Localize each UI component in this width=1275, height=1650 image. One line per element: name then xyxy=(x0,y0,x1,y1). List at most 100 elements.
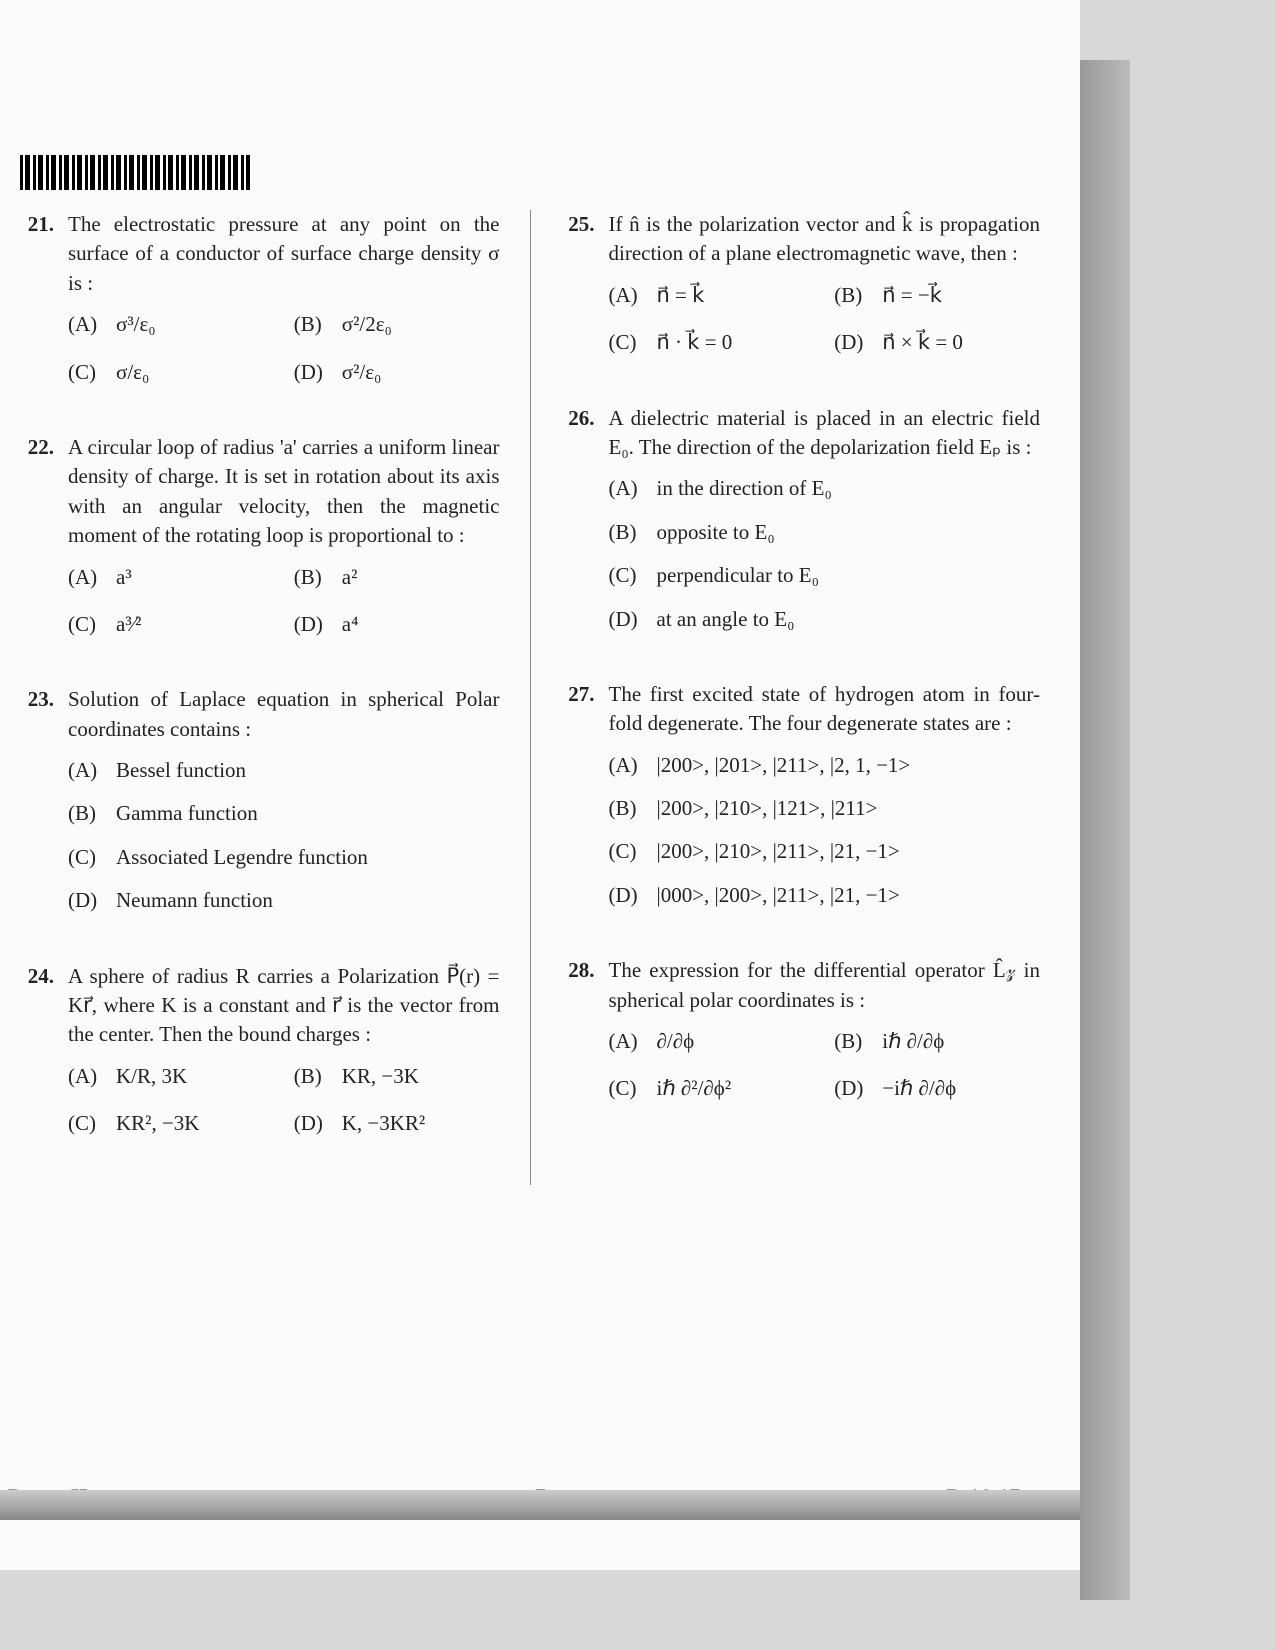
option-text: n⃗ = −k⃗ xyxy=(882,281,942,310)
option-text: σ²/2ε₀ xyxy=(342,310,392,339)
option-label: (C) xyxy=(609,837,643,866)
option-label: (C) xyxy=(68,843,102,872)
option-text: perpendicular to E₀ xyxy=(657,561,819,590)
options-container: (A) σ³/ε₀ (B)σ²/2ε₀ (C)σ/ε₀ (D)σ²/ε₀ xyxy=(68,310,500,387)
option: (D)n⃗ × k⃗ = 0 xyxy=(834,328,1040,357)
question: 27. The first excited state of hydrogen a… xyxy=(561,680,1041,910)
option-label: (C) xyxy=(68,1109,102,1138)
option: (A)∂/∂ϕ xyxy=(609,1027,815,1056)
option-text: σ³/ε₀ xyxy=(116,310,156,339)
option-label: (B) xyxy=(609,518,643,547)
option-label: (C) xyxy=(68,610,102,639)
option: (A) n⃗ = k⃗ xyxy=(609,281,815,310)
option: (C)n⃗ · k⃗ = 0 xyxy=(609,328,815,357)
question-body: A sphere of radius R carries a Polarizat… xyxy=(68,962,500,1139)
question-stem: The first excited state of hydrogen atom… xyxy=(609,680,1041,739)
option: (B) iℏ ∂/∂ϕ xyxy=(834,1027,1040,1056)
option-label: (A) xyxy=(68,310,102,339)
question-body: If n̂ is the polarization vector and k̂ … xyxy=(609,210,1041,358)
option-text: at an angle to E₀ xyxy=(657,605,795,634)
question-number: 27. xyxy=(561,680,595,910)
options-container: (A)∂/∂ϕ(B)iℏ ∂/∂ϕ(C)iℏ ∂²/∂ϕ²(D)−iℏ ∂/∂ϕ xyxy=(609,1027,1041,1104)
option-label: (B) xyxy=(834,1027,868,1056)
question-number: 26. xyxy=(561,404,595,634)
option: (B) KR, −3K xyxy=(294,1062,500,1091)
option-text: ∂/∂ϕ xyxy=(657,1027,695,1056)
option: (C) Associated Legendre function xyxy=(68,843,500,872)
option-text: K/R, 3K xyxy=(116,1062,187,1091)
scan-shadow-right xyxy=(1080,60,1130,1600)
question-stem: The electrostatic pressure at any point … xyxy=(68,210,500,298)
option-text: K, −3KR² xyxy=(342,1109,425,1138)
option-text: Bessel function xyxy=(116,756,246,785)
option: (C)σ/ε₀ xyxy=(68,358,274,387)
option-label: (A) xyxy=(68,1062,102,1091)
option-text: a² xyxy=(342,563,358,592)
option-text: KR, −3K xyxy=(342,1062,419,1091)
column-divider xyxy=(530,210,531,1185)
option-text: n⃗ × k⃗ = 0 xyxy=(882,328,963,357)
question-number: 28. xyxy=(561,956,595,1104)
option-text: Associated Legendre function xyxy=(116,843,368,872)
question: 26. A dielectric material is placed in an… xyxy=(561,404,1041,634)
option-text: Neumann function xyxy=(116,886,273,915)
option-label: (A) xyxy=(68,756,102,785)
options-container: (A) in the direction of E₀ (B) opposite to … xyxy=(609,474,1041,634)
question-number: 24. xyxy=(20,962,54,1139)
option-text: KR², −3K xyxy=(116,1109,199,1138)
option-label: (A) xyxy=(609,751,643,780)
question-stem: The expression for the differential oper… xyxy=(609,956,1041,1015)
option-text: |200>, |210>, |121>, |211> xyxy=(657,794,878,823)
question-number: 21. xyxy=(20,210,54,387)
option: (D)σ²/ε₀ xyxy=(294,358,500,387)
option: (D)−iℏ ∂/∂ϕ xyxy=(834,1074,1040,1103)
option-text: n⃗ = k⃗ xyxy=(657,281,705,310)
scan-shadow-bottom xyxy=(0,1490,1080,1520)
option-label: (A) xyxy=(609,281,643,310)
question-body: The first excited state of hydrogen atom… xyxy=(609,680,1041,910)
option: (C) KR², −3K xyxy=(68,1109,274,1138)
option-label: (B) xyxy=(294,1062,328,1091)
option: (B) n⃗ = −k⃗ xyxy=(834,281,1040,310)
option: (B)σ²/2ε₀ xyxy=(294,310,500,339)
question-body: Solution of Laplace equation in spherica… xyxy=(68,685,500,915)
option-label: (A) xyxy=(68,563,102,592)
option-text: n⃗ · k⃗ = 0 xyxy=(657,328,733,357)
option: (C) |200>, |210>, |211>, |21, −1> xyxy=(609,837,1041,866)
question: 23.Solution of Laplace equation in spher… xyxy=(20,685,500,915)
option: (A) a³ xyxy=(68,563,274,592)
option: (B)Gamma function xyxy=(68,799,500,828)
options-container: (A)K/R, 3K(B)KR, −3K(C)KR², −3K(D)K, −3K… xyxy=(68,1062,500,1139)
question: 22.A circular loop of radius 'a' carries… xyxy=(20,433,500,639)
option-label: (C) xyxy=(609,1074,643,1103)
option: (A) in the direction of E₀ xyxy=(609,474,1041,503)
option-text: iℏ ∂/∂ϕ xyxy=(882,1027,944,1056)
option-label: (D) xyxy=(609,605,643,634)
question-body: A circular loop of radius 'a' carries a … xyxy=(68,433,500,639)
option-text: in the direction of E₀ xyxy=(657,474,832,503)
option-text: |000>, |200>, |211>, |21, −1> xyxy=(657,881,900,910)
options-container: (A)|200>, |201>, |211>, |2, 1, −1>(B)|20… xyxy=(609,751,1041,911)
option: (C)perpendicular to E₀ xyxy=(609,561,1041,590)
question-stem: A dielectric material is placed in an el… xyxy=(609,404,1041,463)
options-container: (A)a³(B)a²(C)a³⁄²(D)a⁴ xyxy=(68,563,500,640)
question-body: The electrostatic pressure at any point … xyxy=(68,210,500,387)
question-body: The expression for the differential oper… xyxy=(609,956,1041,1104)
option: (C)a³⁄² xyxy=(68,610,274,639)
option-text: a³ xyxy=(116,563,132,592)
option-label: (A) xyxy=(609,474,643,503)
question: 25.If n̂ is the polarization vector and … xyxy=(561,210,1041,358)
exam-page: 21. The electrostatic pressure at any poi… xyxy=(0,0,1080,1570)
option: (A) Bessel function xyxy=(68,756,500,785)
option-label: (D) xyxy=(294,610,328,639)
option-label: (C) xyxy=(68,358,102,387)
option-text: |200>, |210>, |211>, |21, −1> xyxy=(657,837,900,866)
option-text: opposite to E₀ xyxy=(657,518,775,547)
option-text: Gamma function xyxy=(116,799,258,828)
left-column: 21. The electrostatic pressure at any poi… xyxy=(20,210,500,1185)
option-label: (B) xyxy=(834,281,868,310)
option-text: σ²/ε₀ xyxy=(342,358,382,387)
option-label: (D) xyxy=(609,881,643,910)
question: 21. The electrostatic pressure at any poi… xyxy=(20,210,500,387)
option-label: (B) xyxy=(294,563,328,592)
